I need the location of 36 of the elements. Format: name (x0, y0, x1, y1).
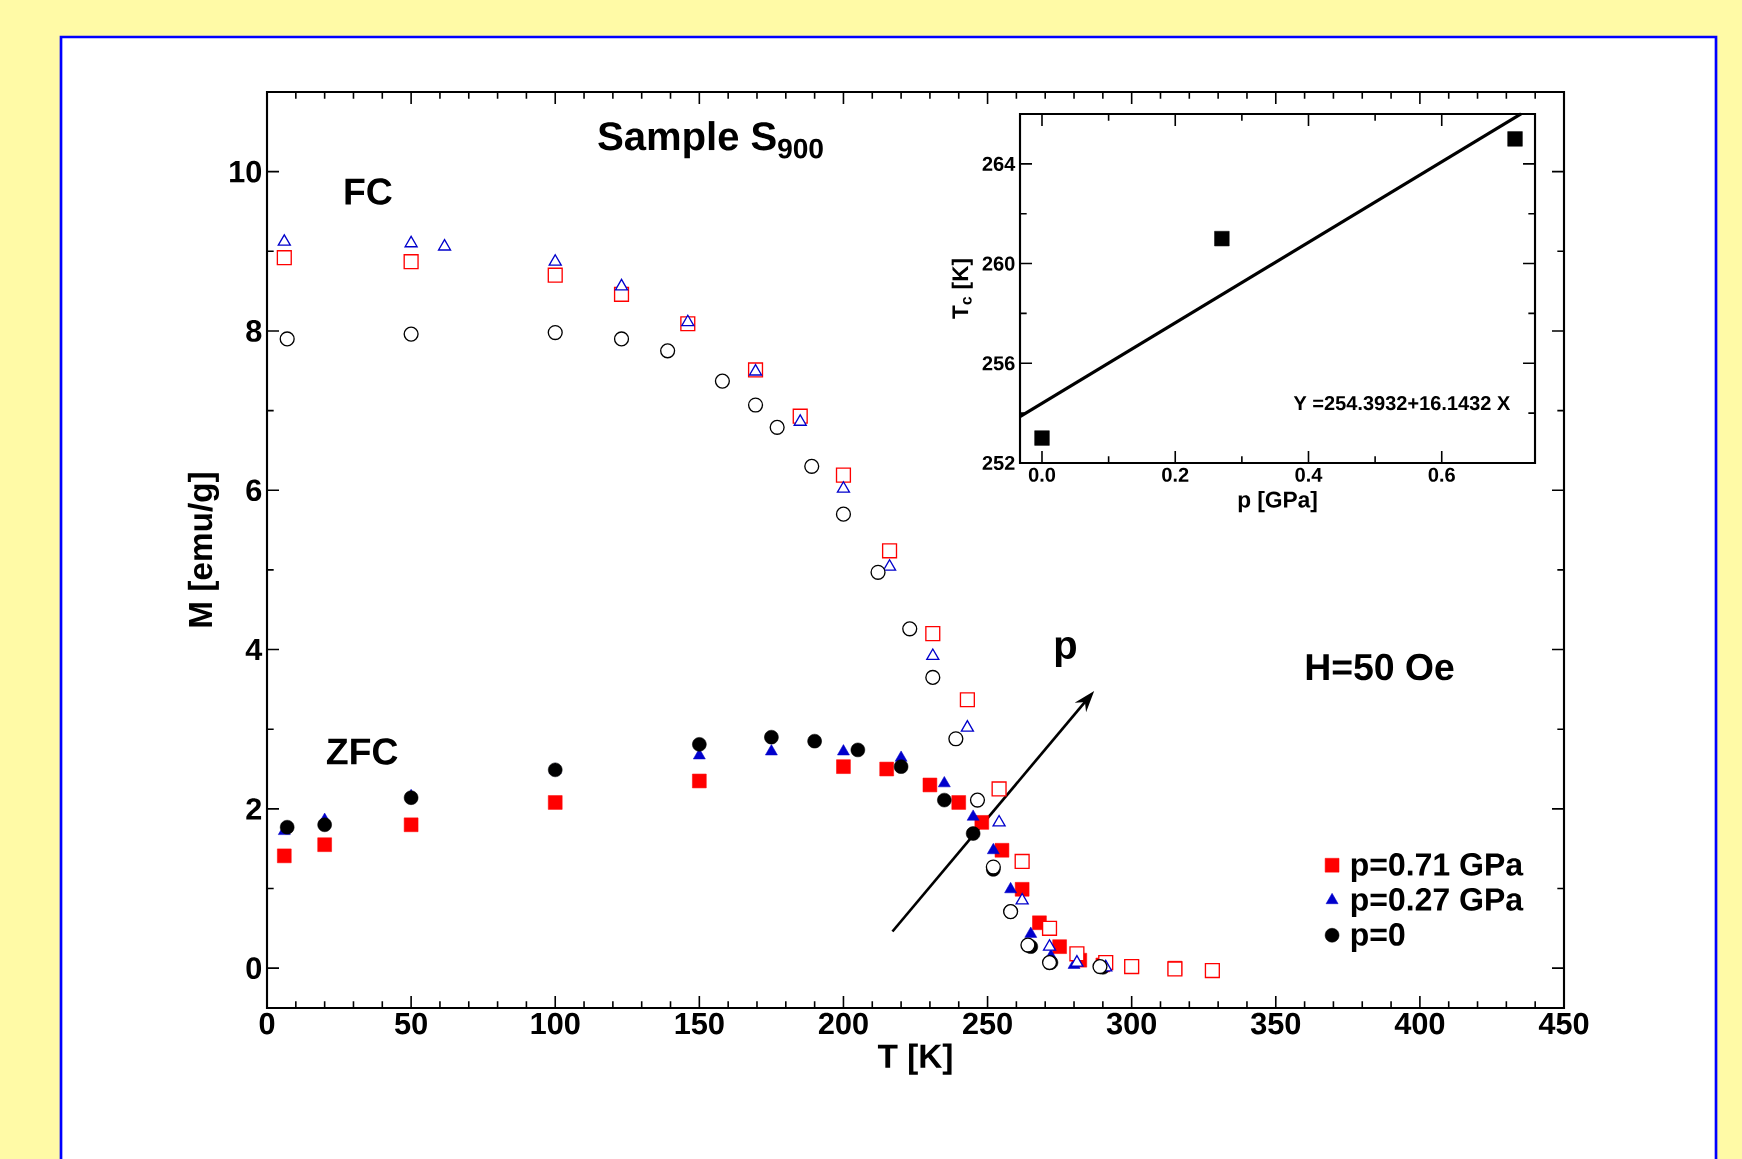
y-tick-label: 260 (982, 256, 1015, 271)
annotation: ZFC (326, 738, 398, 765)
y-axis-title: T$_{c}$ [K] (951, 259, 973, 319)
x-tick-label: 100 (531, 1012, 580, 1035)
annotation: FC (345, 178, 392, 205)
annotation: Sample S$_{900}$ (598, 121, 823, 159)
y-tick-label: 6 (246, 479, 262, 502)
y-tick-label: 252 (982, 455, 1015, 471)
x-tick-label: 0.2 (1162, 467, 1189, 482)
y-tick-label: 2 (246, 798, 262, 820)
legend-label: p=0 (1351, 923, 1405, 953)
x-tick-label: 350 (1250, 1012, 1301, 1035)
x-tick-label: 50 (395, 1012, 427, 1035)
x-tick-label: 0.6 (1428, 467, 1455, 482)
y-axis-title: M [emu/g] (187, 473, 220, 627)
x-tick-label: 200 (818, 1012, 868, 1035)
annotation: Y =254.3932+16.1432 X (1293, 396, 1511, 411)
y-tick-label: 0 (246, 957, 262, 980)
legend-label: p=0.71 GPa (1351, 853, 1524, 883)
x-tick-label: 250 (963, 1012, 1012, 1035)
x-tick-label: 0.0 (1028, 467, 1056, 482)
x-tick-label: 400 (1394, 1012, 1445, 1035)
x-tick-label: 450 (1538, 1012, 1589, 1035)
y-tick-label: 8 (246, 320, 262, 342)
y-tick-label: 4 (245, 639, 263, 661)
x-tick-label: 0.4 (1295, 467, 1323, 482)
y-tick-label: 256 (982, 356, 1015, 371)
legend-label: p=0.27 GPa (1351, 888, 1524, 918)
y-tick-label: 264 (982, 156, 1016, 171)
y-tick-label: 10 (230, 160, 262, 183)
annotation: p (1055, 637, 1076, 667)
x-tick-label: 150 (675, 1012, 724, 1035)
x-tick-label: 300 (1106, 1012, 1156, 1035)
x-axis-title: T [K] (877, 1043, 952, 1075)
x-axis-title: p [GPa] (1238, 491, 1317, 513)
annotation: H=50 Oe (1306, 653, 1454, 681)
